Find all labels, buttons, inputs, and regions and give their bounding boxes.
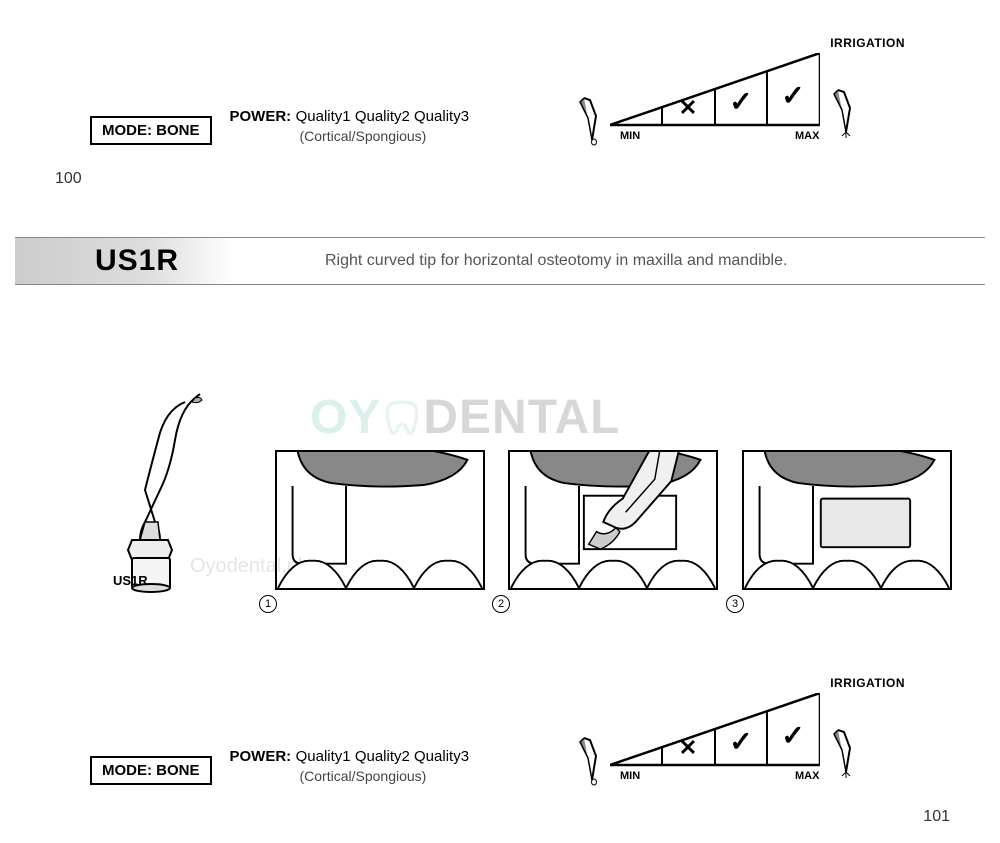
svg-text:✕: ✕ [679,95,697,120]
procedure-panel-3: 3 [742,450,952,590]
max-tip-icon [832,88,867,138]
quality-line: Quality1 Quality2 Quality3 [296,748,469,765]
irrigation-label: IRRIGATION [830,676,905,690]
panel1-svg [277,452,483,588]
mode-section-bottom: MODE: BONE POWER: Quality1 Quality2 Qual… [90,748,469,785]
watermark: OY DENTAL [310,390,620,445]
title-description: Right curved tip for horizontal osteotom… [325,252,787,270]
mode-box: MODE: BONE [90,756,212,785]
page-number-right: 101 [923,808,950,826]
quality-line: Quality1 Quality2 Quality3 [296,108,469,125]
panel-number-1: 1 [259,595,277,613]
triangle-svg: ✕ ✓ ✓ [610,693,820,768]
power-block: POWER: Quality1 Quality2 Quality3 (Corti… [230,748,470,784]
min-tip-icon [578,96,613,146]
power-block: POWER: Quality1 Quality2 Quality3 (Corti… [230,108,470,144]
power-triangle-top: IRRIGATION ✕ ✓ ✓ MIN MAX [570,48,880,158]
mode-box: MODE: BONE [90,116,212,145]
tip-label: US1R [113,573,148,588]
svg-text:✓: ✓ [781,720,804,751]
svg-text:✓: ✓ [729,726,752,757]
panel2-svg [510,452,716,588]
max-label: MAX [795,130,819,142]
svg-text:✕: ✕ [679,735,697,760]
irrigation-label: IRRIGATION [830,36,905,50]
svg-text:✓: ✓ [729,86,752,117]
panel3-svg [744,452,950,588]
max-tip-icon [832,728,867,778]
tip-diagram [100,390,205,600]
panel-number-2: 2 [492,595,510,613]
max-label: MAX [795,770,819,782]
power-subtitle: (Cortical/Spongious) [300,128,470,144]
power-label: POWER: [230,748,292,765]
power-triangle-bottom: IRRIGATION ✕ ✓ ✓ MIN MAX [570,688,880,798]
min-tip-icon [578,736,613,786]
svg-text:✓: ✓ [781,80,804,111]
page-number-left: 100 [55,170,82,188]
watermark-dental: DENTAL [423,391,620,444]
procedure-panel-2: 2 [508,450,718,590]
power-subtitle: (Cortical/Spongious) [300,768,470,784]
title-bar: US1R Right curved tip for horizontal ost… [15,237,985,285]
min-label: MIN [620,130,640,142]
tooth-icon [381,397,423,439]
power-label: POWER: [230,108,292,125]
title-gradient: US1R [15,238,235,284]
procedure-panel-1: 1 [275,450,485,590]
title-code: US1R [95,244,179,278]
mode-section-top: MODE: BONE POWER: Quality1 Quality2 Qual… [90,108,469,145]
panel-number-3: 3 [726,595,744,613]
triangle-svg: ✕ ✓ ✓ [610,53,820,128]
watermark-oy: OY [310,391,381,444]
min-label: MIN [620,770,640,782]
